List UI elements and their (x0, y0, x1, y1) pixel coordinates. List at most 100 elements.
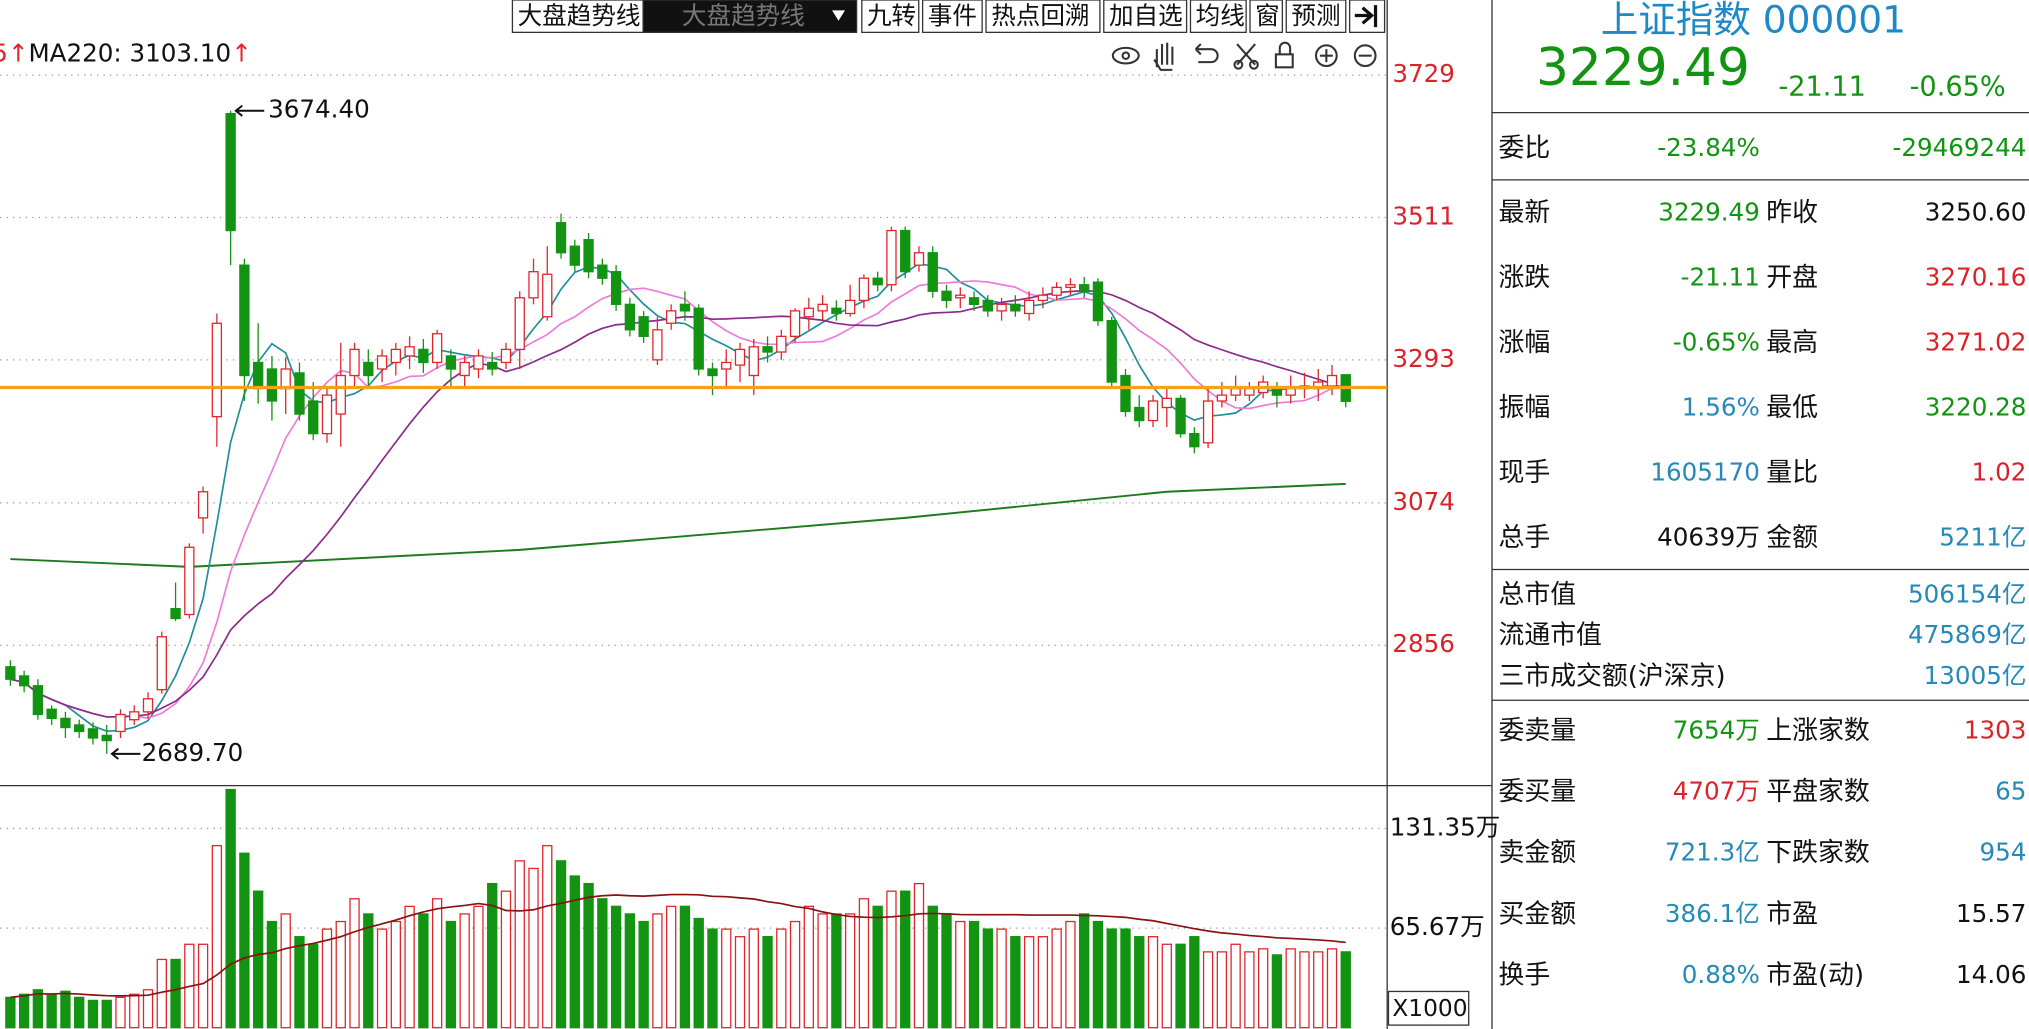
panel-label: 市盈(动) (1766, 961, 1864, 991)
panel-label: 委买量 (1498, 777, 1576, 807)
candle-body (665, 310, 677, 324)
ma220-arrow: ↑ (231, 38, 252, 67)
volume-bar (1340, 951, 1351, 1029)
zoom-in[interactable] (1319, 49, 1333, 63)
exit-icon[interactable] (1354, 5, 1378, 28)
candle-body (624, 303, 636, 331)
candle-body (927, 252, 938, 292)
ma-partial: 5↑ (0, 38, 28, 67)
candle-body (583, 239, 594, 273)
panel-label: 开盘 (1766, 263, 1818, 293)
candle-body (1285, 387, 1296, 396)
panel-label: 换手 (1498, 961, 1550, 991)
candle-body (1189, 433, 1200, 448)
volume-bar (1065, 920, 1076, 1029)
volume-bar (487, 882, 498, 1029)
undo-icon[interactable] (1194, 43, 1219, 64)
candle-body (115, 713, 126, 733)
toolbar-label[interactable]: 大盘趋势线 (518, 1, 641, 30)
cut-icon[interactable] (1233, 59, 1244, 70)
candle-body (1051, 286, 1062, 296)
candle-body (197, 491, 209, 519)
hand-icon[interactable] (1153, 42, 1174, 71)
panel-label: 涨跌 (1498, 263, 1550, 293)
panel-label: 平盘家数 (1766, 777, 1870, 807)
volume-bar (776, 928, 787, 1029)
volume-bar (5, 996, 16, 1029)
panel-label: 最高 (1766, 328, 1818, 358)
toolbar-button[interactable] (985, 0, 1101, 34)
volume-bar (858, 898, 870, 1029)
lock-icon[interactable] (1278, 41, 1292, 55)
panel-label: 现手 (1498, 458, 1550, 488)
panel-value: 3250.60 (1925, 198, 2027, 227)
high-label: 3674.40 (268, 95, 370, 124)
toolbar-label[interactable]: 事件 (928, 1, 977, 30)
panel-label: 振幅 (1498, 393, 1550, 423)
panel-label: 委比 (1498, 133, 1550, 163)
candle-body (555, 222, 567, 254)
toolbar-button[interactable] (1285, 0, 1347, 34)
volume-bar (624, 913, 636, 1029)
candle-body (487, 361, 498, 370)
candle-body (528, 271, 539, 299)
candle-body (1092, 281, 1104, 322)
toolbar-button[interactable] (642, 0, 858, 34)
lock-icon[interactable] (1274, 53, 1294, 69)
candle-body (1010, 303, 1021, 312)
volume-bar (1106, 928, 1117, 1029)
panel-value: 3270.16 (1925, 263, 2027, 292)
toolbar-label[interactable]: 预测 (1291, 1, 1340, 30)
toolbar-button[interactable] (921, 0, 983, 34)
candle-body (569, 245, 580, 266)
volume-bar (129, 993, 140, 1029)
volume-bar (1010, 936, 1021, 1029)
volume-bar (1175, 943, 1186, 1029)
toolbar-button[interactable] (1189, 0, 1247, 34)
volume-bar (569, 875, 580, 1029)
eye-icon[interactable] (1121, 51, 1131, 60)
panel-value: 13005亿 (1924, 661, 2027, 690)
panel-value: 1303 (1964, 715, 2027, 744)
volume-bar (748, 928, 759, 1029)
candle-body (844, 299, 856, 315)
toolbar-button[interactable] (1249, 0, 1284, 34)
candle-body (982, 299, 993, 312)
toolbar-label[interactable]: 大盘趋势线 (682, 1, 805, 30)
toolbar-button[interactable] (861, 0, 920, 34)
volume-bar (418, 913, 429, 1029)
cut-icon[interactable] (1248, 59, 1259, 70)
volume-bar (18, 993, 30, 1029)
low-arrow (110, 747, 141, 760)
unit-box (1387, 990, 1470, 1026)
toolbar-label[interactable]: 加自选 (1109, 1, 1183, 30)
candle-body (597, 264, 608, 279)
candle-body (500, 348, 512, 364)
toolbar-label[interactable]: 九转 (867, 1, 916, 30)
toolbar-button[interactable] (1103, 0, 1188, 34)
candle-body (1147, 400, 1159, 422)
volume-bar (46, 993, 57, 1029)
dropdown-arrow[interactable] (832, 10, 845, 21)
candle-body (707, 368, 718, 377)
volume-bar (1079, 913, 1090, 1029)
candle-body (1244, 387, 1255, 396)
eye-icon[interactable] (1111, 46, 1140, 65)
toolbar-label[interactable]: 均线 (1196, 1, 1245, 30)
panel-value: 3229.49 (1658, 198, 1760, 227)
panel-label: 总市值 (1498, 580, 1576, 610)
toolbar-label[interactable]: 热点回溯 (991, 1, 1089, 30)
zoom-in[interactable] (1314, 44, 1338, 68)
candle-body (858, 277, 870, 302)
candle-body (1065, 284, 1076, 289)
candle-body (280, 368, 291, 390)
panel-label: 流通市值 (1498, 621, 1602, 651)
panel-value: 506154亿 (1908, 579, 2026, 608)
zoom-out[interactable] (1353, 44, 1377, 68)
toolbar-label[interactable]: 窗 (1255, 1, 1280, 30)
chart-tools[interactable] (1111, 41, 1377, 71)
candle-body (46, 708, 57, 720)
volume-bar (652, 913, 663, 1029)
index-price: 3229.49 (1536, 38, 1750, 98)
